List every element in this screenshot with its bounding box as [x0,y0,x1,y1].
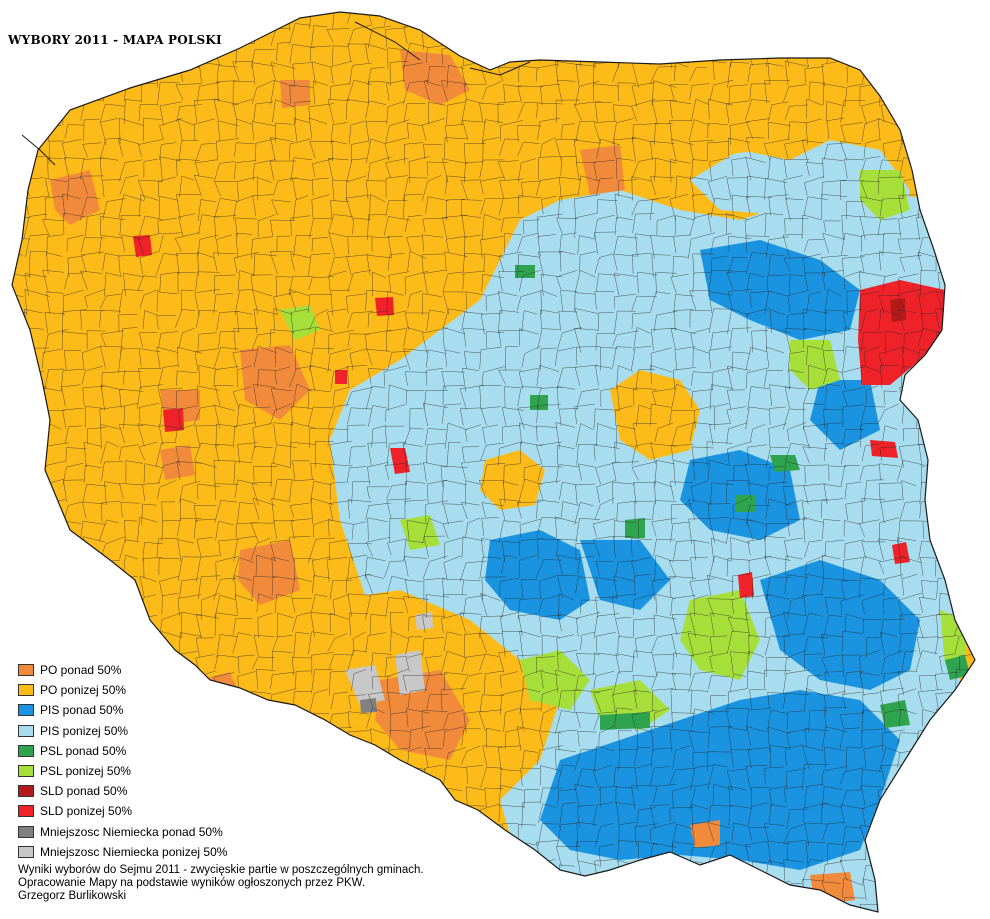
legend-swatch [18,805,34,818]
credits-line-1: Wyniki wyborów do Sejmu 2011 - zwycięski… [18,864,424,876]
vistula-spit [469,61,531,76]
region-sld-under-pila [133,235,152,257]
region-po-over-poznan [240,345,310,420]
region-po-over-bieszczady [810,872,855,905]
legend-swatch [18,785,34,798]
legend-item: PIS ponizej 50% [18,721,227,741]
region-psl-under-4 [860,170,910,220]
region-po-over-bydgoszcz [280,80,310,108]
credits-line-2: Opracowanie Mapy na podstawie wyników og… [18,877,366,889]
legend-label: PSL ponad 50% [40,743,127,758]
szczecin-lagoon [21,134,56,166]
legend-swatch [18,744,34,757]
region-po-over-olsztyn [580,145,625,195]
region-psl-over-5 [625,518,645,538]
region-mn-under-2 [395,650,425,695]
region-psl-over-2 [880,700,910,728]
legend-swatch [18,765,34,778]
legend-label: PSL ponizej 50% [40,764,131,779]
region-sld-under-leszno [335,370,347,384]
region-pis-over-southeast [540,690,900,870]
region-pis-over-podlasie [700,240,860,340]
legend-label: SLD ponad 50% [40,784,128,799]
legend-item: PO ponad 50% [18,660,227,680]
legend-swatch [18,724,34,737]
region-po-under-north [480,58,860,200]
region-psl-under-8 [400,515,440,550]
region-mn-under [345,665,385,705]
legend-label: Mniejszosc Niemiecka ponizej 50% [40,844,228,859]
legend-item: PIS ponad 50% [18,700,227,720]
region-sld-under-wloclawek [375,297,394,316]
region-psl-under-1 [680,590,760,680]
credits: Wyniki wyborów do Sejmu 2011 - zwycięski… [18,864,424,903]
legend-item: PSL ponizej 50% [18,761,227,781]
legend-swatch [18,704,34,717]
region-mn-over [360,698,377,713]
region-psl-over-8 [600,712,650,730]
map-title: WYBORY 2011 - MAPA POLSKI [8,33,222,47]
country-border [11,11,976,913]
legend-swatch [18,845,34,858]
legend-swatch [18,684,34,697]
region-psl-under-3 [790,340,840,390]
region-mn-under-3 [415,612,433,630]
legend-item: PSL ponad 50% [18,741,227,761]
legend-label: SLD ponizej 50% [40,804,133,819]
region-pis-over-central [580,540,670,610]
region-psl-over-6 [735,495,755,512]
legend-label: PIS ponizej 50% [40,723,129,738]
region-po-over-lubuskie2 [160,445,195,480]
legend: PO ponad 50% PO ponizej 50% PIS ponad 50% P… [18,660,227,862]
region-po-over-wroclaw [238,540,300,605]
legend-item: PO ponizej 50% [18,680,227,700]
legend-label: PO ponad 50% [40,663,122,678]
region-sld-under-gorzow [163,408,184,432]
legend-item: SLD ponizej 50% [18,801,227,821]
region-psl-over-3 [770,455,800,472]
legend-item: Mniejszosc Niemiecka ponizej 50% [18,842,227,862]
region-psl-over-7 [530,395,548,410]
region-psl-under-2 [520,650,590,710]
region-sld-over [890,298,906,322]
region-pis-under-northeast [690,140,910,230]
region-sld-under-radom [738,572,754,598]
legend-label: PIS ponad 50% [40,703,124,718]
hel-peninsula [354,21,421,61]
region-psl-over-4 [515,265,535,278]
legend-swatch [18,664,34,677]
region-po-under-lodz [480,450,545,510]
legend-label: Mniejszosc Niemiecka ponad 50% [40,824,223,839]
region-sld-under-east2 [870,440,898,458]
region-psl-over-1 [945,655,970,680]
region-po-over-krakow [690,820,720,848]
legend-item: Mniejszosc Niemiecka ponad 50% [18,822,227,842]
legend-swatch [18,825,34,838]
region-pis-over-east2 [810,380,880,450]
region-po-under-warsaw [610,370,700,460]
credits-line-3: Grzegorz Burlikowski [18,890,126,902]
region-pis-over-lublin [760,560,920,690]
region-po-over-silesia [375,670,470,760]
legend-item: SLD ponad 50% [18,781,227,801]
region-sld-under-east [858,280,945,385]
party-regions [12,12,975,912]
legend-label: PO ponizej 50% [40,683,127,698]
